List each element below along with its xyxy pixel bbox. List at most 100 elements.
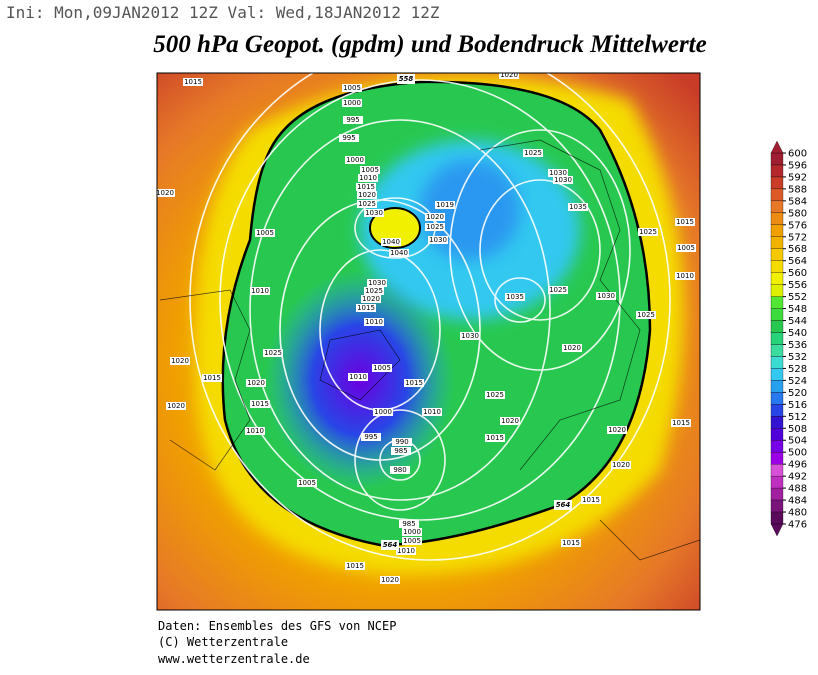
isobar-label: 1020	[426, 213, 444, 221]
label-bg	[356, 304, 376, 312]
label-bg	[404, 379, 424, 387]
colorbar-bin	[770, 487, 784, 501]
isobar-label: 1040	[382, 238, 400, 246]
label-bg	[505, 293, 525, 301]
colorbar-label: 560	[788, 268, 807, 279]
isobar-label: 1010	[676, 272, 694, 280]
isobar-label: 1030	[461, 332, 479, 340]
colorbar-bin	[770, 368, 784, 381]
colorbar-label: 580	[788, 208, 807, 219]
label-bg	[397, 74, 415, 84]
label-bg	[391, 447, 411, 455]
colorbar: 6005965925885845805765725685645605565525…	[770, 140, 807, 537]
label-bg	[561, 539, 581, 547]
isobar-label: 1015	[486, 434, 504, 442]
footer-line: Daten: Ensembles des GFS von NCEP	[158, 619, 396, 633]
colorbar-bin	[770, 296, 784, 309]
isobar-label: 1010	[423, 408, 441, 416]
isobar-label: 1010	[349, 373, 367, 381]
label-bg	[381, 540, 399, 550]
colorbar-label: 572	[788, 232, 807, 243]
label-bg	[435, 201, 455, 209]
isobar-label: 1020	[247, 379, 265, 387]
isobar-label: 1005	[361, 166, 379, 174]
label-bg	[361, 295, 381, 303]
label-bg	[500, 417, 520, 425]
colorbar-bin	[770, 212, 784, 225]
label-bg	[342, 84, 362, 92]
colorbar-bin	[770, 404, 784, 417]
label-bg	[636, 311, 656, 319]
isobar-label: 1020	[563, 344, 581, 352]
isobar-label: 1000	[346, 156, 364, 164]
isobar-label: 1005	[403, 537, 421, 545]
isobar-label: 1025	[426, 223, 444, 231]
colorbar-bin	[770, 164, 784, 178]
height-label: 564	[383, 541, 398, 549]
label-bg	[638, 228, 658, 236]
label-bg	[425, 213, 445, 221]
colorbar-label: 556	[788, 280, 807, 291]
label-bg	[380, 576, 400, 584]
colorbar-bin	[770, 188, 784, 202]
map: 1015102010051000995995100010051010101510…	[157, 71, 700, 610]
isobar-label: 1005	[256, 229, 274, 237]
label-bg	[356, 183, 376, 191]
isobar-label: 1020	[500, 71, 518, 79]
isobar-label: 1000	[374, 408, 392, 416]
label-bg	[157, 189, 175, 197]
colorbar-bin	[770, 260, 784, 273]
colorbar-label: 536	[788, 340, 807, 351]
label-bg	[250, 400, 270, 408]
label-bg	[297, 479, 317, 487]
isobar-label: 1015	[346, 562, 364, 570]
run-info: Ini: Mon,09JAN2012 12Z Val: Wed,18JAN201…	[6, 3, 440, 22]
label-bg	[358, 174, 378, 182]
isobar-label: 1030	[554, 176, 572, 184]
isobar-label: 1015	[357, 304, 375, 312]
isobar-label: 1015	[562, 539, 580, 547]
label-bg	[399, 520, 419, 528]
label-bg	[548, 286, 568, 294]
isobar-label: 1015	[184, 78, 202, 86]
label-bg	[364, 209, 384, 217]
label-bg	[372, 364, 392, 372]
colorbar-bin	[770, 464, 784, 477]
colorbar-bin	[770, 452, 784, 465]
colorbar-bin	[770, 284, 784, 297]
colorbar-bin	[770, 272, 784, 285]
isobar-label: 1015	[405, 379, 423, 387]
title: 500 hPa Geopot. (gpdm) und Bodendruck Mi…	[153, 31, 706, 58]
isobar-label: 1000	[403, 528, 421, 536]
label-bg	[345, 156, 365, 164]
isobar-label: 1005	[343, 84, 361, 92]
colorbar-label: 600	[788, 149, 807, 160]
label-bg	[343, 116, 363, 124]
colorbar-bin	[770, 440, 784, 453]
isobar-label: 1020	[358, 191, 376, 199]
colorbar-bin	[770, 308, 784, 321]
label-bg	[361, 433, 381, 441]
isobar-label: 990	[395, 438, 408, 446]
isobar-label: 995	[364, 433, 377, 441]
label-bg	[364, 287, 384, 295]
label-bg	[581, 496, 601, 504]
isobar-label: 1035	[569, 203, 587, 211]
label-bg	[596, 292, 616, 300]
label-bg	[360, 166, 380, 174]
colorbar-label: 584	[788, 196, 807, 207]
colorbar-bin	[770, 248, 784, 261]
isobar-label: 1025	[358, 200, 376, 208]
colorbar-label: 544	[788, 316, 807, 327]
label-bg	[348, 373, 368, 381]
colorbar-label: 508	[788, 424, 807, 435]
isobar-label: 1025	[637, 311, 655, 319]
label-bg	[255, 229, 275, 237]
isobar-label: 1040	[390, 249, 408, 257]
colorbar-label: 596	[788, 160, 807, 171]
isobar-label: 1005	[677, 244, 695, 252]
height-label: 558	[399, 75, 414, 83]
isobar-label: 1035	[506, 293, 524, 301]
colorbar-cap	[770, 523, 784, 537]
